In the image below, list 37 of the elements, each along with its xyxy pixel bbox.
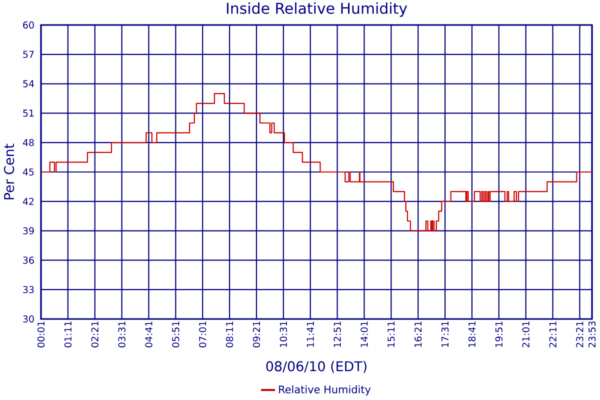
x-tick-label: 09:21: [252, 322, 260, 348]
x-tick-label: 10:31: [280, 322, 288, 347]
x-tick-label: 07:01: [199, 322, 206, 348]
x-tick-label: 11:41: [306, 322, 314, 347]
y-tick-label: 57: [23, 50, 34, 58]
x-tick-label: 12:51: [334, 322, 341, 347]
x-tick-label: 08:11: [226, 322, 234, 348]
y-tick-label: 51: [23, 110, 34, 117]
y-tick-label: 36: [23, 256, 34, 264]
y-tick-label: 45: [22, 168, 34, 176]
x-tick-label: 15:11: [388, 322, 395, 347]
x-tick-label: 01:11: [64, 322, 72, 348]
chart-title: Inside Relative Humidity: [226, 2, 408, 17]
x-tick-label: 00:01: [37, 322, 45, 348]
y-tick-label: 33: [23, 286, 34, 294]
x-tick-label: 23:53: [588, 321, 596, 348]
x-axis-title: 08/06/10 (EDT): [266, 360, 366, 373]
x-tick-label: 14:01: [360, 322, 368, 347]
x-tick-label: 03:31: [118, 322, 126, 348]
x-tick-label: 16:21: [414, 322, 422, 347]
x-tick-label: 04:41: [145, 322, 152, 348]
y-tick-label: 60: [23, 21, 34, 29]
x-tick-label: 18:41: [468, 322, 476, 347]
y-tick-label: 39: [23, 227, 34, 234]
x-tick-label: 19:51: [495, 322, 502, 347]
legend-label: Relative Humidity: [279, 385, 371, 396]
y-tick-label: 30: [23, 315, 34, 323]
x-tick-label: 23:21: [576, 322, 584, 348]
x-tick-label: 02:21: [91, 322, 98, 348]
y-tick-label: 48: [22, 139, 34, 146]
y-tick-label: 54: [23, 80, 34, 88]
x-tick-label: 22:11: [549, 322, 556, 348]
y-axis-title: Per Cent: [4, 144, 14, 200]
y-tick-label: 42: [22, 198, 34, 205]
x-tick-label: 21:01: [522, 322, 530, 348]
x-tick-label: 17:31: [441, 322, 449, 347]
x-tick-label: 05:51: [172, 322, 180, 348]
